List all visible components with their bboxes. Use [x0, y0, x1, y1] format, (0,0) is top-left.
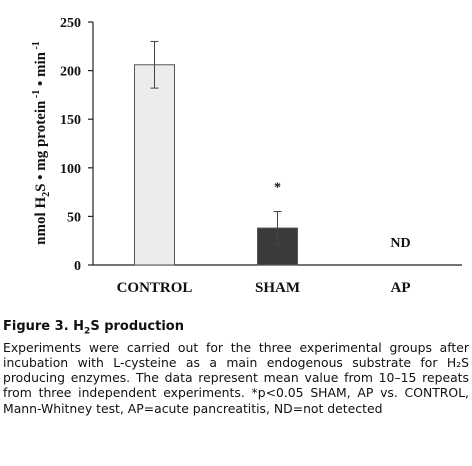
ylabel-sub: 2: [41, 192, 52, 197]
ylabel-main: nmol H: [33, 197, 49, 245]
y-axis: 0 50 100 150 200 250: [60, 16, 94, 274]
significance-marker: *: [274, 181, 281, 196]
ylabel-end: • min: [33, 51, 49, 89]
ylabel-sup2: -1: [31, 41, 42, 52]
not-detected-label: ND: [390, 236, 410, 251]
figure-caption: Figure 3. H2S production Experiments wer…: [3, 319, 469, 416]
x-category-label: SHAM: [255, 280, 300, 296]
bars: * ND: [134, 40, 411, 266]
y-axis-label: nmol H2S • mg protein -1 • min -1: [31, 41, 52, 245]
bar-control: [134, 64, 175, 266]
ylabel-mid: S • mg protein: [33, 100, 49, 192]
caption-title: Figure 3. H2S production: [3, 319, 469, 340]
y-tick-label: 150: [60, 113, 81, 128]
x-category-label: CONTROL: [117, 280, 193, 296]
x-category-label: AP: [391, 280, 411, 296]
caption-title-prefix: Figure 3. H: [3, 319, 85, 334]
caption-title-suffix: S production: [90, 319, 184, 334]
caption-text: Experiments were carried out for the thr…: [3, 339, 469, 416]
y-tick-label: 250: [60, 16, 81, 31]
x-axis: CONTROL SHAM AP: [93, 264, 462, 296]
ylabel-sup1: -1: [31, 90, 42, 101]
y-tick-label: 100: [60, 162, 81, 177]
y-tick-label: 0: [74, 259, 81, 274]
caption-title-sub: 2: [84, 326, 91, 337]
bar-chart: 0 50 100 150 200 250 CONTROL SHAM AP * ND nmol H…: [31, 16, 462, 296]
y-tick-label: 200: [60, 65, 81, 80]
y-tick-label: 50: [67, 210, 81, 225]
